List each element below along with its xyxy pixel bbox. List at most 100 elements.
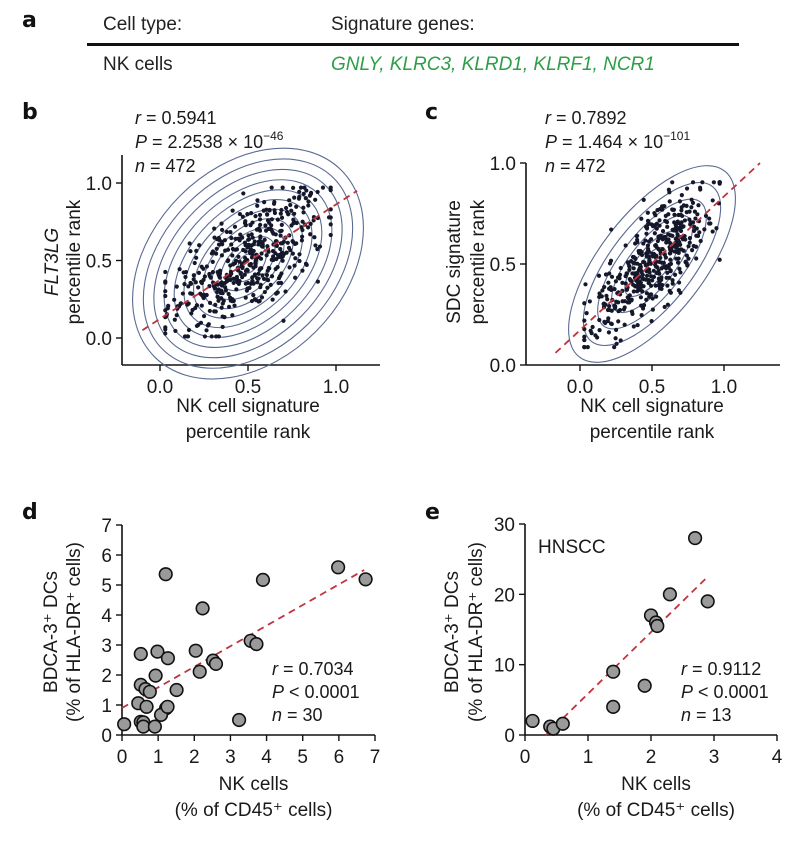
- data-point: [285, 240, 290, 245]
- data-point: [714, 226, 719, 231]
- stat-n-symbol: n: [272, 705, 282, 725]
- data-point: [297, 189, 302, 194]
- data-point: [278, 228, 283, 234]
- data-point: [662, 204, 667, 209]
- data-point: [695, 212, 700, 217]
- data-point: [228, 295, 233, 300]
- data-point: [672, 212, 677, 217]
- data-point: [681, 224, 686, 229]
- data-point: [163, 269, 168, 275]
- data-point: [249, 255, 255, 260]
- data-point: [609, 227, 614, 232]
- data-point: [687, 530, 703, 546]
- data-point: [201, 277, 206, 282]
- data-point: [250, 220, 255, 225]
- data-point: [640, 289, 645, 294]
- data-point: [655, 238, 660, 244]
- data-point: [622, 322, 627, 327]
- density-contour: [132, 147, 364, 380]
- x-tick-label: 1: [153, 747, 164, 768]
- data-point: [278, 246, 283, 252]
- data-point: [657, 286, 663, 291]
- data-point: [178, 301, 184, 306]
- data-point: [606, 664, 621, 679]
- annotation-label: HNSCC: [538, 537, 606, 558]
- data-point: [711, 180, 716, 185]
- data-point: [630, 271, 635, 276]
- table-header-cell-type: Cell type:: [103, 14, 183, 35]
- data-point: [194, 248, 199, 253]
- data-point: [308, 221, 313, 226]
- data-point: [292, 211, 297, 216]
- data-point: [264, 253, 269, 258]
- x-tick-label: 5: [297, 747, 308, 768]
- data-point: [287, 198, 292, 203]
- stat-p-symbol: P: [135, 132, 147, 152]
- data-point: [658, 255, 663, 260]
- data-point: [293, 275, 298, 280]
- data-point: [687, 240, 692, 245]
- data-point: [358, 572, 373, 587]
- data-point: [641, 197, 646, 202]
- data-point: [266, 226, 271, 232]
- data-point: [216, 272, 221, 277]
- data-point: [294, 220, 299, 226]
- data-point: [303, 261, 309, 266]
- data-point: [602, 319, 607, 324]
- data-point: [274, 256, 279, 262]
- data-point: [312, 235, 317, 240]
- data-point: [243, 249, 248, 254]
- data-point: [700, 594, 715, 609]
- data-point: [225, 258, 230, 264]
- x-tick-label: 2: [189, 747, 200, 768]
- data-point: [188, 249, 193, 254]
- x-tick-label: 2: [646, 747, 657, 768]
- data-point: [233, 247, 238, 252]
- y-tick-label: 1: [101, 696, 112, 717]
- data-point: [653, 283, 658, 288]
- data-point: [240, 275, 245, 280]
- data-point: [218, 281, 223, 286]
- stat-n-symbol: n: [681, 705, 691, 725]
- data-point: [180, 291, 185, 296]
- data-point: [672, 220, 677, 225]
- data-point: [629, 258, 634, 264]
- data-point: [657, 234, 663, 239]
- x-axis-label: NK cells: [621, 774, 691, 795]
- data-point: [213, 309, 218, 314]
- data-point: [687, 236, 693, 241]
- data-point: [158, 567, 173, 582]
- data-point: [710, 229, 715, 234]
- data-point: [584, 311, 589, 316]
- stat-r-symbol: r: [272, 659, 279, 679]
- stat-n: n = 472: [135, 156, 196, 176]
- stat-p: P < 0.0001: [681, 682, 769, 702]
- data-point: [226, 304, 232, 310]
- data-point: [328, 222, 333, 227]
- data-point: [644, 291, 649, 296]
- data-point: [232, 224, 238, 229]
- data-point: [258, 234, 263, 239]
- data-point: [220, 324, 225, 330]
- stat-p-value: < 0.0001: [284, 682, 360, 702]
- regression-line: [545, 576, 709, 736]
- data-point: [243, 255, 248, 261]
- data-point: [174, 313, 179, 318]
- data-point: [608, 321, 614, 326]
- data-point: [606, 330, 612, 335]
- data-point: [582, 318, 587, 323]
- x-tick-label: 4: [772, 747, 783, 768]
- x-axis-label-line2: percentile rank: [590, 422, 715, 443]
- data-point: [212, 226, 217, 231]
- data-point: [679, 193, 684, 198]
- data-point: [259, 295, 265, 300]
- data-point: [306, 203, 311, 208]
- stat-n-symbol: n: [135, 156, 145, 176]
- data-point: [605, 307, 611, 313]
- stat-r: r = 0.9112: [681, 659, 761, 679]
- data-point: [305, 225, 311, 230]
- data-point: [133, 646, 148, 662]
- data-point: [280, 254, 285, 259]
- x-tick-label: 1.0: [711, 377, 737, 398]
- data-point: [264, 277, 269, 282]
